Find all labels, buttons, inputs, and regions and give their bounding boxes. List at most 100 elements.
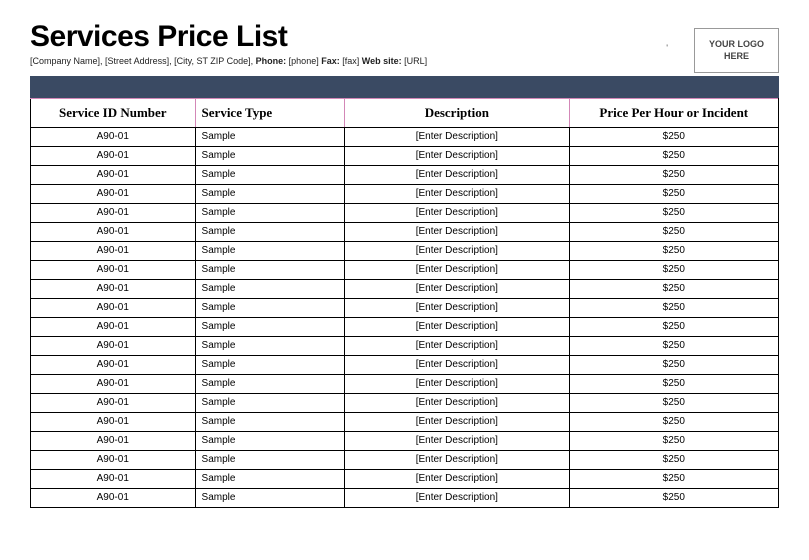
table-row: A90-01Sample[Enter Description]$250	[31, 356, 779, 375]
table-header: Service ID Number Service Type Descripti…	[31, 99, 779, 128]
cell-price: $250	[569, 280, 778, 299]
cell-service-id: A90-01	[31, 223, 196, 242]
cell-price: $250	[569, 337, 778, 356]
cell-price: $250	[569, 489, 778, 508]
cell-price: $250	[569, 318, 778, 337]
cell-description: [Enter Description]	[345, 147, 569, 166]
cell-service-type: Sample	[195, 337, 345, 356]
table-row: A90-01Sample[Enter Description]$250	[31, 166, 779, 185]
phone-label: Phone:	[256, 56, 287, 66]
cell-description: [Enter Description]	[345, 394, 569, 413]
cell-description: [Enter Description]	[345, 432, 569, 451]
cell-description: [Enter Description]	[345, 470, 569, 489]
title-block: Services Price List [Company Name], [Str…	[30, 20, 666, 76]
cell-service-type: Sample	[195, 128, 345, 147]
cell-service-type: Sample	[195, 489, 345, 508]
cell-service-id: A90-01	[31, 128, 196, 147]
cell-service-type: Sample	[195, 242, 345, 261]
cell-description: [Enter Description]	[345, 356, 569, 375]
price-table: Service ID Number Service Type Descripti…	[30, 98, 779, 508]
cell-service-type: Sample	[195, 394, 345, 413]
cell-price: $250	[569, 261, 778, 280]
cell-service-type: Sample	[195, 185, 345, 204]
phone-value: [phone]	[289, 56, 319, 66]
cell-service-id: A90-01	[31, 337, 196, 356]
cell-description: [Enter Description]	[345, 337, 569, 356]
cell-service-id: A90-01	[31, 166, 196, 185]
table-row: A90-01Sample[Enter Description]$250	[31, 470, 779, 489]
cell-service-id: A90-01	[31, 394, 196, 413]
cell-price: $250	[569, 451, 778, 470]
cell-description: [Enter Description]	[345, 128, 569, 147]
cell-service-type: Sample	[195, 280, 345, 299]
table-row: A90-01Sample[Enter Description]$250	[31, 375, 779, 394]
cell-price: $250	[569, 223, 778, 242]
fax-value: [fax]	[342, 56, 359, 66]
cell-service-type: Sample	[195, 432, 345, 451]
logo-placeholder: YOUR LOGO HERE	[694, 28, 779, 73]
table-row: A90-01Sample[Enter Description]$250	[31, 204, 779, 223]
cell-service-type: Sample	[195, 318, 345, 337]
cell-price: $250	[569, 166, 778, 185]
cell-service-type: Sample	[195, 451, 345, 470]
table-row: A90-01Sample[Enter Description]$250	[31, 451, 779, 470]
cell-service-type: Sample	[195, 204, 345, 223]
cell-price: $250	[569, 299, 778, 318]
cell-description: [Enter Description]	[345, 204, 569, 223]
table-row: A90-01Sample[Enter Description]$250	[31, 185, 779, 204]
table-row: A90-01Sample[Enter Description]$250	[31, 128, 779, 147]
table-row: A90-01Sample[Enter Description]$250	[31, 242, 779, 261]
cell-service-id: A90-01	[31, 356, 196, 375]
web-label: Web site:	[362, 56, 402, 66]
company-name: [Company Name]	[30, 56, 100, 66]
column-price: Price Per Hour or Incident	[569, 99, 778, 128]
cell-description: [Enter Description]	[345, 451, 569, 470]
cell-service-type: Sample	[195, 413, 345, 432]
cell-service-id: A90-01	[31, 318, 196, 337]
cell-service-id: A90-01	[31, 242, 196, 261]
street-address: [Street Address]	[105, 56, 169, 66]
table-body: A90-01Sample[Enter Description]$250A90-0…	[31, 128, 779, 508]
cell-description: [Enter Description]	[345, 375, 569, 394]
cell-service-type: Sample	[195, 375, 345, 394]
cell-description: [Enter Description]	[345, 318, 569, 337]
cell-service-id: A90-01	[31, 432, 196, 451]
cell-price: $250	[569, 470, 778, 489]
table-row: A90-01Sample[Enter Description]$250	[31, 318, 779, 337]
cell-description: [Enter Description]	[345, 261, 569, 280]
web-value: [URL]	[404, 56, 427, 66]
city-zip: [City, ST ZIP Code]	[174, 56, 251, 66]
column-service-id: Service ID Number	[31, 99, 196, 128]
column-description: Description	[345, 99, 569, 128]
table-row: A90-01Sample[Enter Description]$250	[31, 432, 779, 451]
cell-service-id: A90-01	[31, 470, 196, 489]
cell-description: [Enter Description]	[345, 299, 569, 318]
cell-description: [Enter Description]	[345, 280, 569, 299]
cell-description: [Enter Description]	[345, 413, 569, 432]
cell-price: $250	[569, 432, 778, 451]
cell-description: [Enter Description]	[345, 166, 569, 185]
cell-price: $250	[569, 242, 778, 261]
cell-price: $250	[569, 394, 778, 413]
ruler-tick-icon: '	[666, 43, 668, 53]
column-service-type: Service Type	[195, 99, 345, 128]
cell-price: $250	[569, 413, 778, 432]
cell-description: [Enter Description]	[345, 489, 569, 508]
cell-service-type: Sample	[195, 356, 345, 375]
company-info-line: [Company Name], [Street Address], [City,…	[30, 56, 666, 66]
cell-description: [Enter Description]	[345, 242, 569, 261]
cell-price: $250	[569, 356, 778, 375]
table-row: A90-01Sample[Enter Description]$250	[31, 261, 779, 280]
cell-service-id: A90-01	[31, 280, 196, 299]
cell-service-id: A90-01	[31, 147, 196, 166]
cell-service-id: A90-01	[31, 261, 196, 280]
table-row: A90-01Sample[Enter Description]$250	[31, 394, 779, 413]
cell-service-id: A90-01	[31, 489, 196, 508]
header-color-band	[30, 76, 779, 98]
cell-service-id: A90-01	[31, 204, 196, 223]
cell-price: $250	[569, 375, 778, 394]
cell-service-type: Sample	[195, 147, 345, 166]
cell-service-type: Sample	[195, 166, 345, 185]
page-title: Services Price List	[30, 20, 666, 54]
cell-service-id: A90-01	[31, 451, 196, 470]
